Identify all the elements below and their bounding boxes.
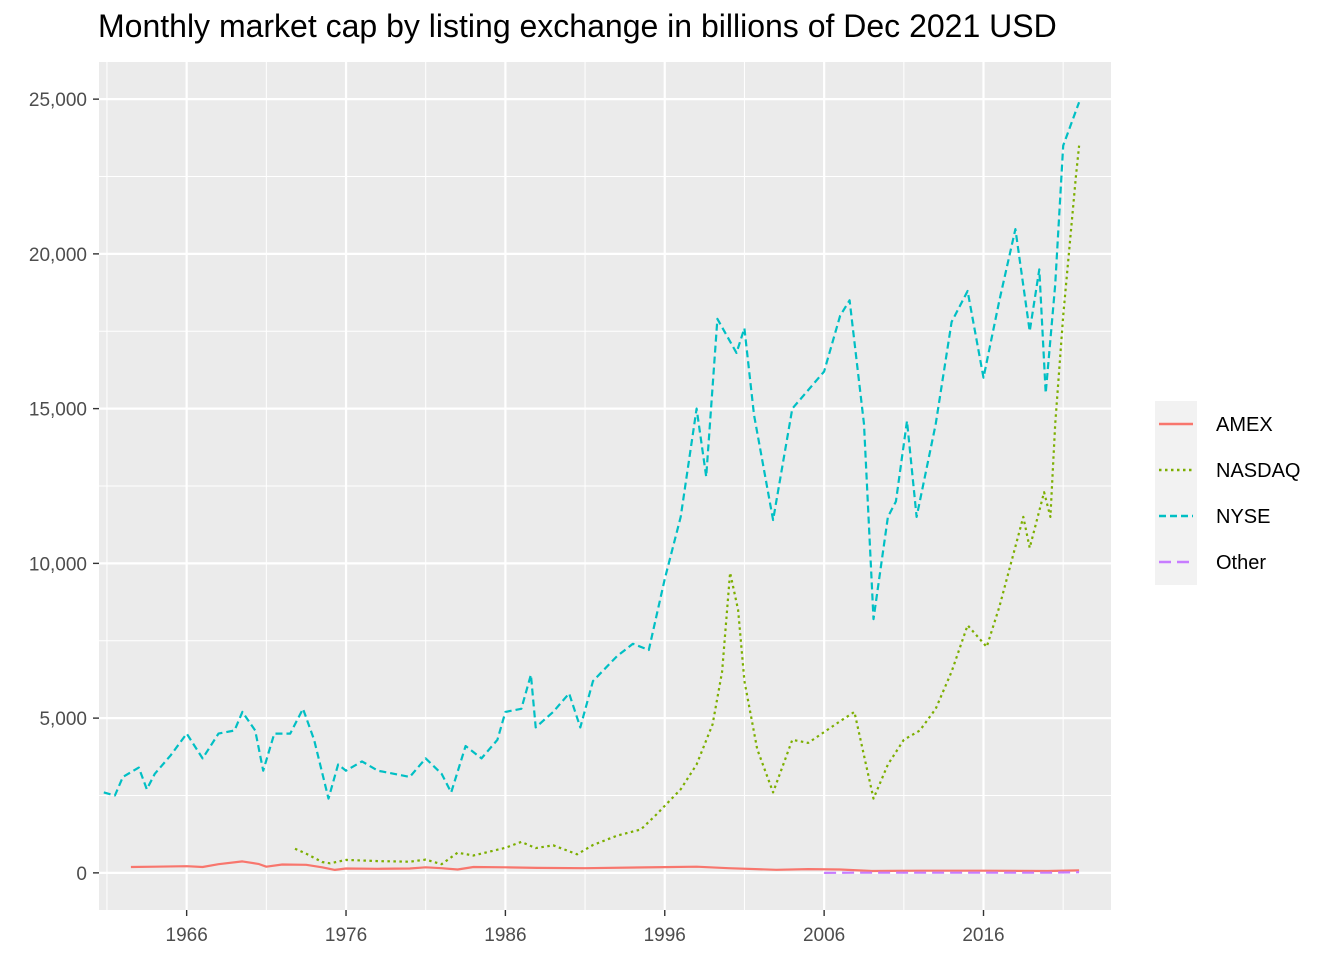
series-lines bbox=[103, 101, 1081, 874]
legend-label-nyse: NYSE bbox=[1216, 506, 1270, 528]
legend: AMEX NASDAQ NYSE Other bbox=[1155, 401, 1300, 585]
y-tick-label: 20,000 bbox=[29, 245, 87, 266]
series-line-other bbox=[824, 871, 1080, 874]
y-tick-label: 0 bbox=[76, 864, 87, 885]
series-line-amex bbox=[130, 860, 1080, 873]
x-tick-label: 1986 bbox=[484, 925, 526, 946]
y-tick-label: 15,000 bbox=[29, 400, 87, 421]
y-tick-label: 5,000 bbox=[39, 709, 87, 730]
series-line-nyse bbox=[103, 101, 1081, 800]
minor-gridlines bbox=[99, 62, 1111, 910]
x-tick-label: 1966 bbox=[166, 925, 208, 946]
x-tick-label: 2016 bbox=[962, 925, 1004, 946]
legend-label-nasdaq: NASDAQ bbox=[1216, 460, 1300, 482]
x-tick-label: 2006 bbox=[803, 925, 845, 946]
legend-label-other: Other bbox=[1216, 552, 1266, 574]
x-tick-label: 1976 bbox=[325, 925, 367, 946]
legend-label-amex: AMEX bbox=[1216, 414, 1273, 436]
y-axis: 0 5,000 10,000 15,000 20,000 25,000 bbox=[29, 90, 99, 885]
y-tick-label: 25,000 bbox=[29, 90, 87, 111]
x-tick-label: 1996 bbox=[644, 925, 686, 946]
y-tick-label: 10,000 bbox=[29, 554, 87, 575]
legend-key-background bbox=[1155, 401, 1197, 585]
chart-title: Monthly market cap by listing exchange i… bbox=[98, 8, 1057, 44]
major-gridlines bbox=[99, 62, 1111, 910]
x-axis: 1966 1976 1986 1996 2006 2016 bbox=[166, 910, 1005, 946]
